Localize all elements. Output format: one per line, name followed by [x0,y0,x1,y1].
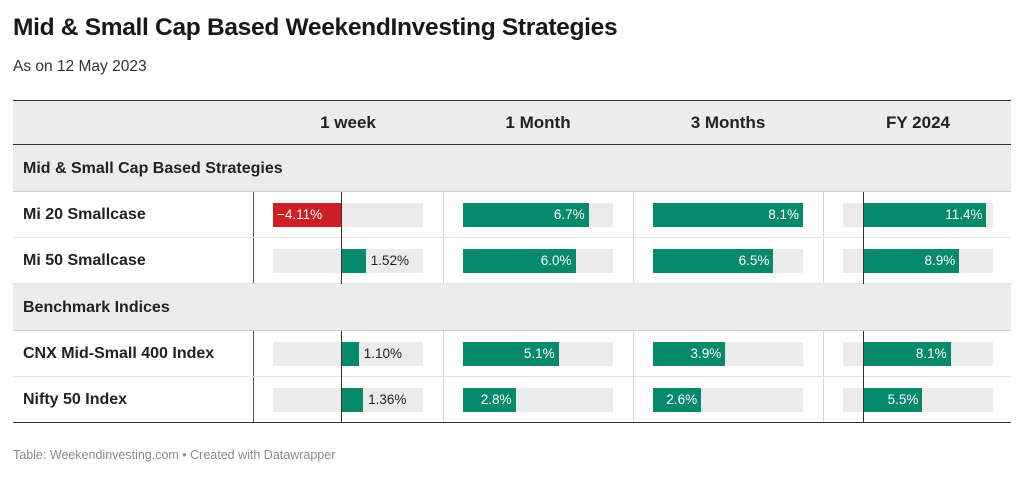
column-header: FY 2024 [886,113,950,132]
column-header: 3 Months [690,113,766,132]
zero-baseline [340,238,342,284]
column-divider [823,377,824,422]
row-label: Nifty 50 Index [23,391,128,408]
column-divider [633,192,634,237]
positive-value-bar [862,249,960,273]
zero-baseline [340,377,342,423]
chart-subtitle: As on 12 May 2023 [13,58,147,75]
value-label: 11.4% [945,207,983,222]
value-label: 5.1% [523,346,555,361]
positive-value-bar [862,388,923,412]
zero-baseline [862,238,864,284]
value-label: 2.8% [480,392,512,407]
row-label: Mi 50 Smallcase [23,252,146,269]
value-label: 6.7% [553,207,585,222]
column-divider [253,377,254,422]
bar-cell: 6.0% [463,249,613,273]
bar-cell: 1.52% [273,238,423,284]
bar-cell: 6.7% [463,203,613,227]
column-header: 1 week [320,113,376,132]
column-divider [633,331,634,376]
positive-value-bar [340,342,359,366]
column-divider [443,331,444,376]
column-divider [633,238,634,283]
positive-value-bar [653,342,726,366]
column-divider [443,238,444,283]
bar-cell: −4.11% [273,192,423,238]
bar-cell: 8.1% [843,331,993,377]
bar-cell: 2.6% [653,388,803,412]
value-label: 8.1% [915,346,947,361]
table-row: Nifty 50 Index 1.36% 2.8% 2.6% 5.5% [13,377,1011,423]
group-header-row: Mid & Small Cap Based Strategies [13,145,1011,192]
bar-cell: 1.10% [273,331,423,377]
value-label: −4.11% [277,207,323,222]
positive-value-bar [340,388,364,412]
column-divider [253,192,254,237]
zero-baseline [862,192,864,238]
column-divider [823,192,824,237]
bar-cell: 8.1% [653,203,803,227]
value-label: 2.6% [666,392,698,407]
positive-value-bar [862,342,951,366]
column-divider [633,377,634,422]
bar-cell: 1.36% [273,377,423,423]
group-label: Mid & Small Cap Based Strategies [23,160,283,177]
positive-value-bar [862,203,987,227]
value-label: 1.52% [370,253,409,268]
chart-title: Mid & Small Cap Based WeekendInvesting S… [13,14,618,41]
row-label: CNX Mid-Small 400 Index [23,345,215,362]
table-row: CNX Mid-Small 400 Index 1.10% 5.1% 3.9% 8.1% [13,331,1011,377]
value-label: 1.10% [363,346,403,361]
zero-baseline [340,331,342,377]
table-row: Mi 50 Smallcase 1.52% 6.0% 6.5% 8.9% [13,238,1011,284]
positive-value-bar [653,249,774,273]
zero-baseline [340,192,342,238]
column-divider [443,192,444,237]
column-header: 1 Month [505,113,571,132]
positive-value-bar [653,388,702,412]
value-label: 5.5% [887,392,919,407]
source-footer: Table: Weekendinvesting.com • Created wi… [13,448,336,462]
negative-value-bar [273,203,341,227]
column-divider [443,377,444,422]
value-label: 8.9% [924,253,956,268]
column-divider [823,238,824,283]
table-body: Mid & Small Cap Based Strategies Mi 20 Sm… [13,145,1011,423]
bar-cell: 5.5% [843,377,993,423]
bar-cell: 8.9% [843,238,993,284]
value-label: 8.1% [768,207,799,222]
bar-cell: 11.4% [843,192,993,238]
value-label: 6.5% [738,253,770,268]
positive-value-bar [653,203,803,227]
bar-cell: 5.1% [463,342,613,366]
value-label: 1.36% [368,392,407,407]
bar-cell: 6.5% [653,249,803,273]
group-header-row: Benchmark Indices [13,284,1011,331]
column-divider [823,331,824,376]
value-label: 3.9% [690,346,722,361]
group-label: Benchmark Indices [23,299,170,316]
column-divider [253,331,254,376]
value-label: 6.0% [540,253,572,268]
positive-value-bar [463,342,559,366]
positive-value-bar [463,203,589,227]
zero-baseline [862,331,864,377]
bar-cell: 2.8% [463,388,613,412]
table-row: Mi 20 Smallcase −4.11% 6.7% 8.1% 11.4% [13,192,1011,238]
column-divider [253,238,254,283]
positive-value-bar [463,249,576,273]
positive-value-bar [340,249,366,273]
returns-table: 1 week 1 Month 3 Months FY 2024 Mid & Small… [13,100,1011,423]
bar-cell: 3.9% [653,342,803,366]
table-header-row: 1 week 1 Month 3 Months FY 2024 [13,100,1011,145]
zero-baseline [862,377,864,423]
row-label: Mi 20 Smallcase [23,206,146,223]
positive-value-bar [463,388,516,412]
